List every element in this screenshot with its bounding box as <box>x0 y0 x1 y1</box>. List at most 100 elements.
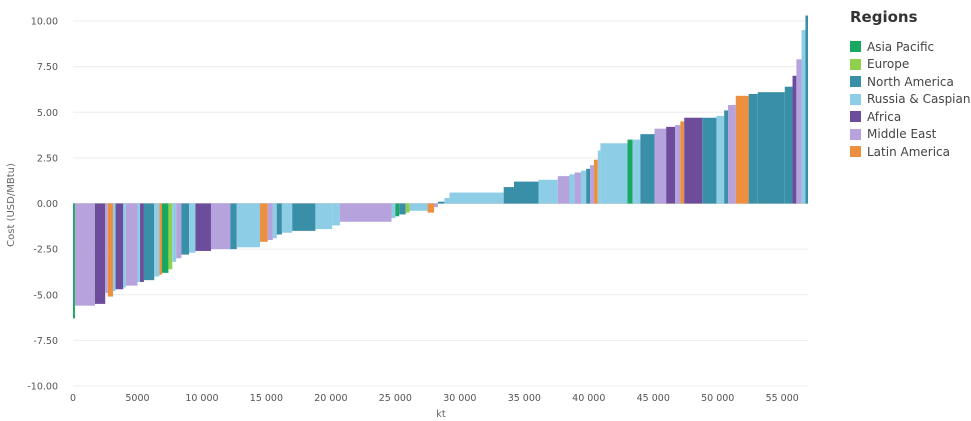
bar <box>115 203 124 290</box>
bar <box>168 203 173 270</box>
bar <box>728 104 736 204</box>
bar <box>339 203 392 222</box>
bar <box>784 86 793 204</box>
bar <box>597 150 601 204</box>
bar <box>796 59 802 204</box>
bar <box>105 203 108 293</box>
bar <box>757 92 785 204</box>
y-tick-label: -10.00 <box>27 382 58 393</box>
bar <box>405 203 410 213</box>
bar <box>557 176 570 204</box>
bar <box>154 203 160 277</box>
y-tick-label: 10.00 <box>31 17 58 28</box>
bar <box>74 203 95 306</box>
legend-swatch <box>850 58 861 70</box>
bar <box>735 95 749 204</box>
y-tick-label: -5.00 <box>33 290 58 301</box>
y-tick-label: -7.50 <box>33 336 58 347</box>
bar <box>292 203 316 231</box>
bar <box>640 134 655 204</box>
bar <box>600 143 628 204</box>
bar <box>444 198 450 204</box>
bar <box>805 15 808 204</box>
bar <box>716 115 725 204</box>
bar <box>259 203 268 242</box>
bar <box>581 170 587 204</box>
x-tick-label: 40 000 <box>572 393 605 404</box>
legend-item: Latin America <box>850 143 970 161</box>
legend-item: Asia Pacific <box>850 38 970 56</box>
legend-item: North America <box>850 73 970 91</box>
bar <box>437 201 445 204</box>
axes: -10.00 -7.50 -5.00 -2.50 0.00 2.50 5.00 7.50 10.… <box>27 17 798 405</box>
legend-item: Europe <box>850 56 970 74</box>
bar <box>503 187 514 204</box>
bar <box>427 203 435 213</box>
bar <box>159 203 162 275</box>
x-tick-label: 10 000 <box>185 393 218 404</box>
bar <box>181 203 190 255</box>
bar <box>210 203 231 250</box>
x-tick-label: 35 000 <box>508 393 541 404</box>
x-tick-label: 25 000 <box>379 393 412 404</box>
legend-swatch <box>850 93 861 105</box>
legend-label: North America <box>867 74 954 89</box>
bar <box>189 203 196 253</box>
bar <box>140 203 144 282</box>
legend-label: Latin America <box>867 144 950 159</box>
bar <box>332 203 340 226</box>
bar <box>143 203 155 281</box>
legend-item: Middle East <box>850 126 970 144</box>
legend-item: Africa <box>850 108 970 126</box>
bar <box>666 126 676 204</box>
legend-swatch <box>850 111 861 123</box>
bar <box>125 203 138 286</box>
bar <box>230 203 237 250</box>
bar <box>702 117 717 204</box>
bar <box>574 172 582 204</box>
bar <box>792 75 797 204</box>
x-tick-label: 5000 <box>125 393 149 404</box>
bar <box>654 128 667 204</box>
bar <box>399 203 406 215</box>
bar <box>391 203 396 219</box>
bar <box>73 203 75 319</box>
bar <box>409 203 428 211</box>
bar <box>395 203 400 217</box>
bars <box>73 15 808 319</box>
legend-item: Russia & Caspian <box>850 91 970 109</box>
bar <box>176 203 182 259</box>
bar <box>112 203 116 292</box>
bar <box>161 203 169 273</box>
bar <box>267 203 273 240</box>
y-tick-label: 2.50 <box>37 153 58 164</box>
legend-label: Russia & Caspian <box>867 92 971 107</box>
bar <box>680 121 685 204</box>
y-tick-label: 5.00 <box>37 108 58 119</box>
x-tick-label: 20 000 <box>314 393 347 404</box>
bar <box>123 203 126 288</box>
cost-curve-chart: -10.00 -7.50 -5.00 -2.50 0.00 2.50 5.00 7.50 10.… <box>6 15 808 420</box>
bar <box>675 125 681 204</box>
bar <box>107 203 113 297</box>
bar <box>514 181 539 204</box>
bar <box>569 174 575 204</box>
bar <box>94 203 106 304</box>
bar <box>590 165 594 204</box>
bar <box>801 30 806 204</box>
legend-label: Middle East <box>867 127 937 142</box>
x-tick-label: 15 000 <box>250 393 283 404</box>
bar <box>172 203 177 262</box>
bar <box>586 168 591 204</box>
x-tick-label: 0 <box>70 393 76 404</box>
bar <box>276 203 282 235</box>
bar <box>627 139 633 204</box>
y-tick-label: 0.00 <box>37 199 58 210</box>
y-tick-label: -2.50 <box>33 245 58 256</box>
bar <box>632 139 641 204</box>
bar <box>538 179 558 204</box>
bar <box>195 203 211 251</box>
legend-title: Regions <box>850 8 918 26</box>
x-tick-label: 45 000 <box>637 393 670 404</box>
